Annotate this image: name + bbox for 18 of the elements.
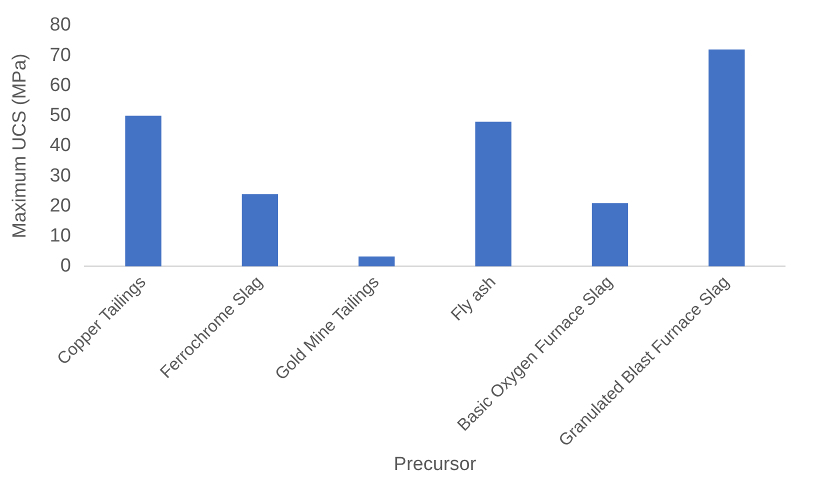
y-tick-label: 50 xyxy=(50,105,71,126)
x-tick-label: Fly ash xyxy=(447,272,500,324)
bar xyxy=(242,194,278,266)
bar xyxy=(125,116,162,266)
y-axis-title: Maximum UCS (MPa) xyxy=(10,54,31,238)
bar xyxy=(592,203,628,266)
bar xyxy=(708,50,745,266)
y-tick-label: 80 xyxy=(50,14,71,36)
y-tick-label: 40 xyxy=(50,135,71,156)
y-tick-label: 0 xyxy=(60,256,71,277)
y-tick-label: 20 xyxy=(50,195,71,216)
y-tick-label: 10 xyxy=(50,226,71,247)
y-tick-label: 70 xyxy=(50,44,71,66)
x-axis-title: Precursor xyxy=(394,454,477,475)
bar xyxy=(475,122,512,266)
y-tick-label: 30 xyxy=(50,165,71,186)
y-tick-label: 60 xyxy=(50,74,71,96)
bar xyxy=(358,256,395,266)
